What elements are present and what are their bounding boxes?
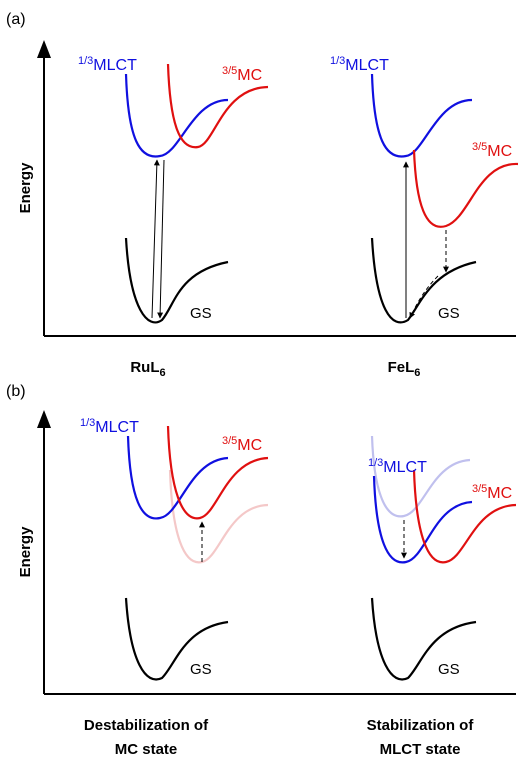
panel-a-label: (a) [6,11,26,28]
destab-caption-line2: MC state [115,741,178,758]
destab-mc-label: 3/5MC [222,435,262,454]
ru-gs-curve [124,237,229,324]
destab-mc-curve [166,425,269,520]
panel-b-y-axis-arrowhead [37,410,51,428]
panel-b-label: (b) [6,383,26,400]
stab-gs-curve [370,597,477,681]
ru-absorption-arrow [151,159,160,319]
stab-mc-curve [412,469,517,564]
destab-caption-line1: Destabilization of [84,717,209,734]
stab-mc-label: 3/5MC [472,483,512,502]
ru-mlct-label: 1/3MLCT [78,55,137,74]
destab-mlct-label: 1/3MLCT [80,417,139,436]
fe-gs-curve [370,237,477,324]
panel-b-axis-label: Energy [17,526,34,578]
stab-mlct-faded-curve [370,435,471,518]
destab-mlct-curve [126,435,229,520]
ru-emission-arrow [157,159,165,319]
stab-caption-line1: Stabilization of [367,717,475,734]
ru-caption: RuL6 [130,359,165,379]
panel-b-axes [37,410,516,695]
stab-mlct-curve [372,475,473,564]
ru-mc-label: 3/5MC [222,65,262,84]
fe-mc-curve [412,149,519,228]
fe-gs-label: GS [438,305,460,322]
panel-a-axis-label: Energy [17,162,34,214]
ru-mc-curve [166,63,269,149]
panel-a-axes [37,40,516,337]
panel-a-y-axis-arrowhead [37,40,51,58]
stab-gs-label: GS [438,661,460,678]
ru-gs-label: GS [190,305,212,322]
ru-mlct-curve [124,73,229,158]
destab-gs-curve [124,597,229,681]
fe-mc-label: 3/5MC [472,141,512,160]
destab-mc-faded-curve [168,469,269,564]
stab-caption-line2: MLCT state [380,741,461,758]
fe-caption: FeL6 [388,359,421,379]
stab-mlct-label: 1/3MLCT [368,457,427,476]
fe-mlct-label: 1/3MLCT [330,55,389,74]
fe-mlct-curve [370,73,473,158]
destab-gs-label: GS [190,661,212,678]
